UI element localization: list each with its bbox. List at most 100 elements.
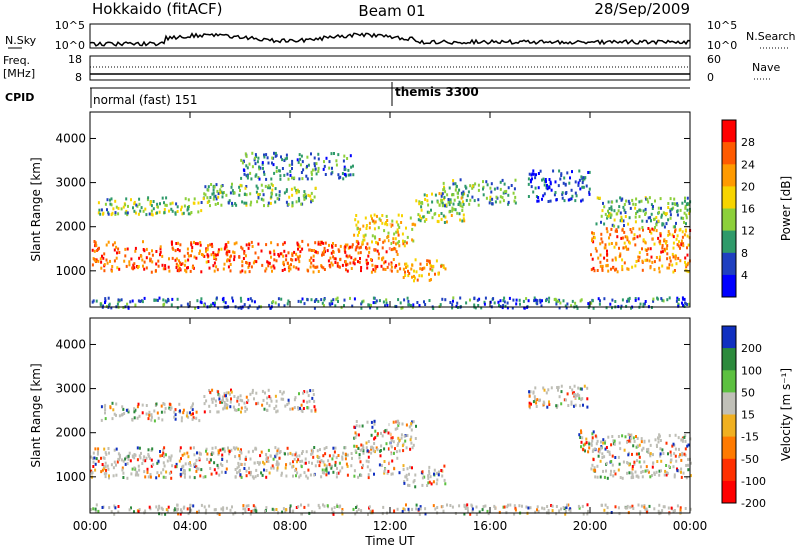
vel-cell	[230, 448, 233, 452]
vel-cell	[184, 462, 187, 466]
power-cell	[641, 247, 643, 251]
power-cell	[504, 304, 507, 308]
power-cell	[215, 257, 218, 261]
power-cell	[661, 244, 664, 247]
power-cell	[127, 204, 129, 208]
vel-cell	[211, 451, 214, 455]
vel-cell	[404, 475, 407, 479]
power-cell	[426, 199, 429, 203]
power-cell	[116, 302, 119, 306]
vel-cell	[239, 398, 242, 402]
power-cell	[358, 231, 360, 234]
vel-cell	[664, 469, 667, 473]
vel-cell	[101, 506, 104, 509]
power-cell	[599, 242, 602, 246]
vel-cell	[266, 401, 269, 405]
power-cell	[455, 304, 458, 308]
power-cell	[417, 218, 420, 222]
vel-cell	[192, 446, 195, 450]
power-cell	[659, 234, 662, 238]
vel-cell	[282, 507, 285, 511]
power-cell	[350, 256, 353, 260]
power-cell	[286, 302, 289, 306]
vel-cell	[104, 461, 107, 465]
vel-cell	[400, 436, 403, 440]
power-cell	[95, 299, 98, 303]
power-cell	[215, 265, 218, 269]
power-cell	[660, 213, 663, 217]
vel-cell	[612, 474, 615, 478]
vel-cell	[653, 471, 656, 475]
power-cell	[330, 172, 333, 176]
power-cell	[91, 263, 94, 267]
power-cell	[405, 266, 407, 269]
power-cell	[422, 215, 425, 219]
power-cell	[527, 195, 530, 198]
power-cell	[177, 264, 180, 268]
power-cell	[301, 247, 304, 251]
power-cell	[101, 254, 103, 258]
power-cell	[109, 202, 112, 206]
power-cell	[315, 250, 318, 254]
power-cell	[201, 253, 203, 256]
power-cell	[688, 302, 691, 306]
power-cell	[607, 269, 610, 273]
power-cell	[621, 258, 624, 262]
power-cell	[303, 302, 306, 306]
power-colorbar-segment	[722, 208, 736, 232]
vel-cell	[578, 396, 581, 400]
power-cell	[655, 216, 658, 219]
vel-cell	[366, 449, 369, 453]
vel-cell	[108, 476, 110, 480]
vel-cell	[380, 464, 383, 467]
power-cell	[212, 197, 215, 201]
power-cell	[498, 303, 500, 307]
vel-cell	[149, 475, 152, 479]
power-cell	[296, 158, 299, 162]
vel-cell	[244, 409, 247, 413]
power-cell	[209, 243, 212, 247]
power-cell	[609, 302, 612, 306]
power-cell	[644, 300, 647, 303]
power-cell	[451, 209, 454, 213]
vel-cell	[625, 506, 628, 510]
power-cell	[393, 246, 396, 250]
power-cell	[396, 241, 399, 245]
vel-cell	[584, 442, 587, 446]
power-cell	[541, 197, 543, 201]
power-cell	[568, 181, 571, 185]
vel-cell	[623, 448, 626, 452]
vel-cell	[103, 467, 106, 471]
power-cell	[372, 296, 375, 300]
power-cell	[228, 259, 231, 263]
power-cell	[638, 208, 641, 212]
vel-cell	[391, 436, 394, 440]
power-cell	[660, 297, 663, 301]
vel-cell	[141, 462, 144, 465]
vel-cell	[370, 447, 373, 451]
nsky-panel-frame	[89, 23, 691, 49]
power-cell	[385, 214, 388, 218]
vel-cell	[643, 505, 646, 509]
power-cell	[271, 156, 274, 160]
vel-cell	[576, 392, 579, 396]
power-cell	[202, 253, 205, 257]
power-cell	[321, 301, 324, 305]
vel-cell	[136, 405, 139, 409]
power-cell	[625, 304, 628, 308]
vel-cell	[223, 392, 226, 396]
vel-cell	[355, 420, 358, 423]
vel-cell	[441, 474, 444, 478]
power-cell	[570, 304, 573, 308]
power-cell	[310, 170, 313, 174]
vel-cell	[258, 462, 261, 466]
vel-cell	[202, 475, 205, 479]
power-cell	[469, 184, 472, 188]
vel-cell	[186, 507, 189, 511]
power-cell	[374, 266, 377, 270]
power-cell	[343, 298, 346, 302]
vel-cell	[412, 443, 415, 447]
power-cell	[126, 213, 129, 217]
power-cell	[564, 304, 567, 308]
power-cell	[213, 195, 216, 199]
